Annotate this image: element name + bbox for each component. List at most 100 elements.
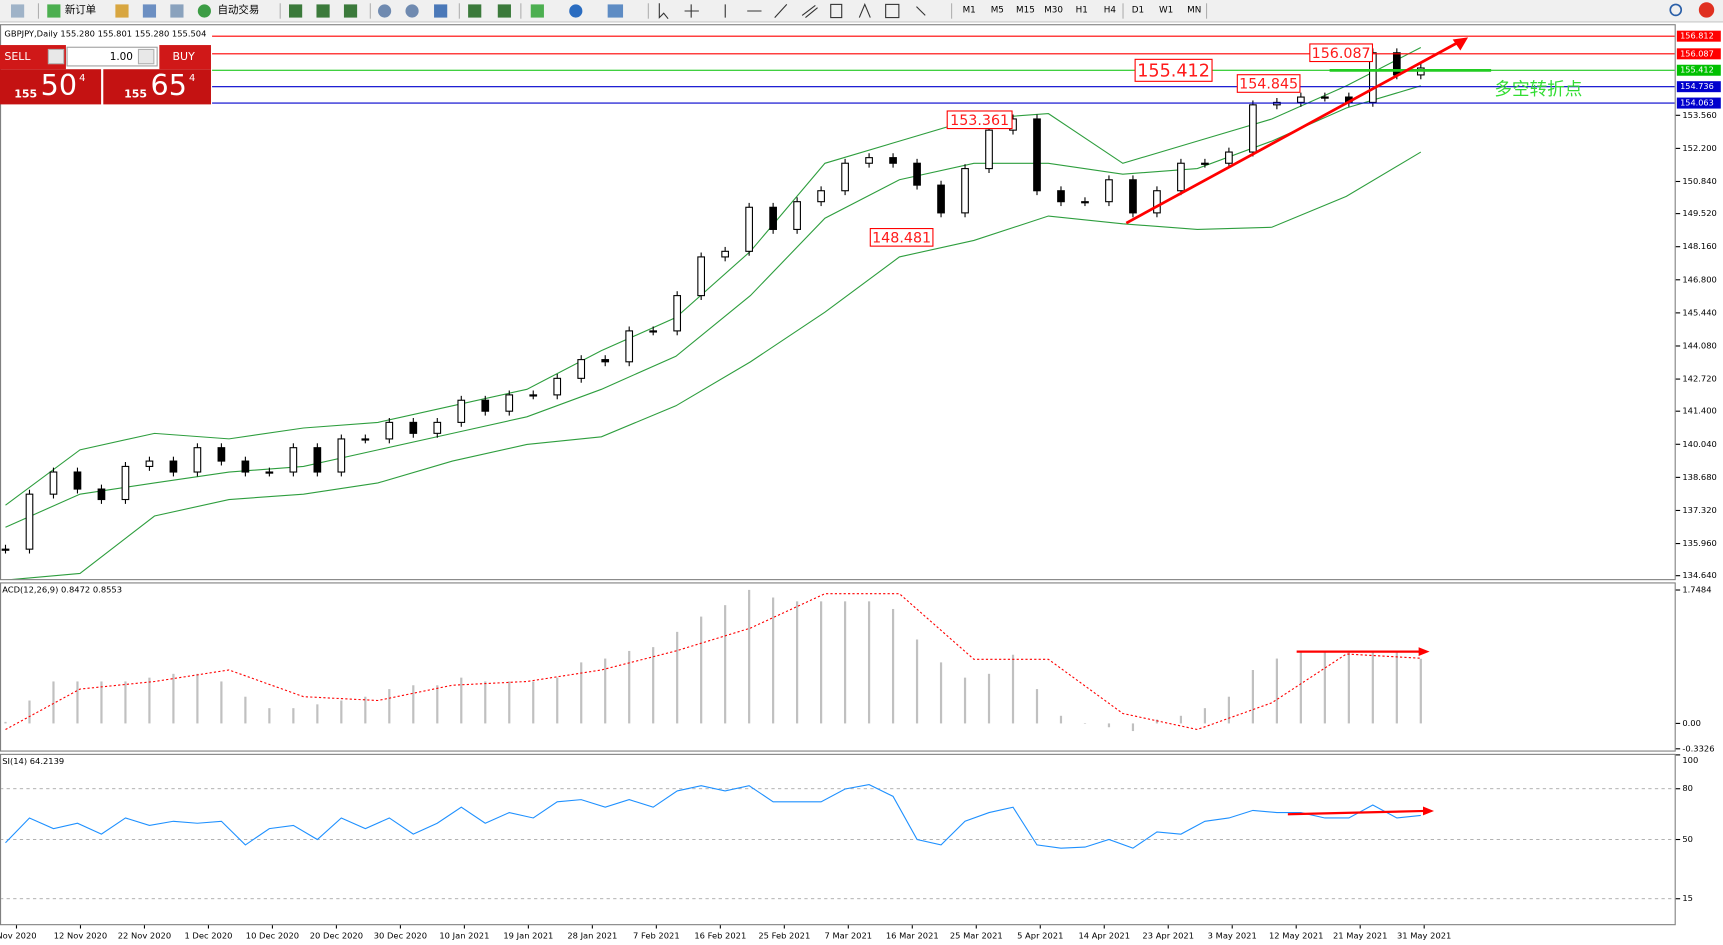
x-tick-label: 14 Apr 2021 — [1078, 931, 1130, 941]
notification-icon[interactable] — [1698, 2, 1715, 18]
sell-price-small: 4 — [79, 73, 85, 84]
x-tick-label: 22 Nov 2020 — [118, 931, 171, 941]
sell-price-main: 50 — [41, 68, 77, 102]
lots-value[interactable]: 1.00 — [110, 51, 133, 63]
sell-label[interactable]: SELL — [4, 50, 31, 63]
candle — [1081, 201, 1089, 204]
buy-label[interactable]: BUY — [173, 50, 196, 63]
toolbar-icons — [10, 2, 1715, 20]
y-tick-label: 153.560 — [1682, 110, 1717, 120]
x-tick-label: 21 May 2021 — [1333, 931, 1387, 941]
candle — [961, 168, 969, 214]
icon[interactable] — [468, 4, 482, 18]
timeframe-button[interactable]: M15 — [1016, 5, 1035, 15]
icon[interactable] — [858, 2, 871, 18]
macd-bar — [436, 685, 439, 724]
annotation-box — [869, 228, 934, 247]
macd-bar — [1107, 723, 1111, 728]
macd-bar — [1011, 654, 1015, 724]
timeframe-button[interactable]: M1 — [963, 5, 976, 15]
timeframe-button[interactable]: D1 — [1132, 5, 1144, 15]
buy-price-box[interactable] — [103, 69, 211, 105]
candle — [577, 359, 586, 379]
macd-bar — [1203, 708, 1207, 724]
annotation-box — [1309, 43, 1374, 63]
candle — [121, 465, 130, 501]
buy-price-main: 65 — [151, 68, 187, 102]
timeframe-button[interactable]: W1 — [1159, 5, 1173, 15]
candle — [169, 460, 178, 473]
candle — [361, 438, 370, 441]
icon[interactable] — [434, 4, 448, 18]
icon[interactable] — [497, 4, 511, 18]
candle — [1273, 101, 1281, 106]
icon[interactable] — [684, 4, 699, 18]
icon[interactable] — [142, 4, 157, 18]
macd-bar — [1035, 689, 1039, 724]
macd-bar — [724, 605, 727, 724]
icon[interactable] — [724, 4, 788, 18]
macd-bar — [340, 700, 343, 724]
x-tick-label: 20 Dec 2020 — [310, 931, 363, 941]
icon[interactable] — [569, 4, 583, 18]
icon[interactable] — [530, 4, 544, 18]
icon[interactable] — [316, 4, 330, 18]
x-tick-label: 30 Dec 2020 — [374, 931, 427, 941]
icon[interactable] — [378, 4, 392, 18]
candle — [1321, 96, 1329, 99]
arrow-head — [1418, 647, 1430, 657]
icon[interactable] — [607, 4, 624, 18]
x-tick-label: 16 Mar 2021 — [886, 931, 939, 941]
y-tick-label: -0.3326 — [1682, 743, 1714, 753]
candle — [481, 399, 490, 412]
timeframe-button[interactable]: H1 — [1076, 5, 1088, 15]
macd-bar — [1371, 650, 1374, 724]
candle — [505, 394, 514, 412]
icon[interactable] — [916, 6, 926, 16]
icon[interactable] — [115, 4, 129, 18]
macd-bar — [124, 681, 127, 724]
sell-price-big: 155 — [14, 88, 37, 101]
lots-up[interactable] — [137, 48, 155, 65]
macd-bar — [891, 608, 895, 724]
search-icon[interactable] — [1669, 3, 1683, 17]
icon[interactable] — [170, 4, 184, 18]
icon[interactable] — [830, 3, 843, 19]
y-tick-label: 15 — [1682, 893, 1693, 903]
timeframe-button[interactable]: MN — [1187, 5, 1201, 15]
annotation-label: 148.481 — [872, 230, 931, 246]
candle — [1105, 179, 1113, 203]
candle — [1153, 190, 1161, 214]
timeframe-button[interactable]: H4 — [1104, 5, 1117, 15]
candle — [265, 471, 274, 474]
icon[interactable] — [658, 3, 669, 20]
lots-down[interactable] — [47, 48, 65, 65]
icon[interactable] — [801, 5, 818, 19]
sell-price-box[interactable] — [0, 69, 102, 105]
icon[interactable] — [343, 4, 358, 18]
timeframe-button[interactable]: M30 — [1044, 5, 1063, 15]
icon[interactable] — [405, 4, 419, 18]
icon[interactable] — [10, 4, 25, 18]
one-click-trading: SELL 1.00 BUY 155 50 4 155 65 4 — [0, 45, 211, 105]
rsi-plot — [1, 783, 1675, 900]
new-order-button[interactable]: 新订单 — [65, 3, 96, 16]
icon[interactable] — [885, 3, 900, 19]
y-tick-label: 100 — [1682, 755, 1698, 765]
buy-button-bg[interactable] — [159, 45, 211, 70]
auto-trading-button[interactable]: 自动交易 — [218, 3, 260, 16]
axes: 156.812 156.087 155.412 154.736 154.063 153.5… — [0, 31, 1721, 941]
macd-bar — [676, 631, 679, 724]
y-tick-label: 134.640 — [1682, 570, 1717, 580]
candle — [241, 460, 250, 473]
icon[interactable] — [47, 4, 61, 18]
icon[interactable] — [288, 4, 303, 18]
lots-input[interactable] — [66, 46, 158, 67]
macd-panel-frame — [0, 582, 1676, 752]
candle — [673, 295, 682, 332]
icon[interactable] — [197, 4, 211, 18]
candle — [49, 471, 58, 495]
timeframe-button[interactable]: M5 — [991, 5, 1004, 15]
y-tick-label: 141.400 — [1682, 406, 1717, 416]
